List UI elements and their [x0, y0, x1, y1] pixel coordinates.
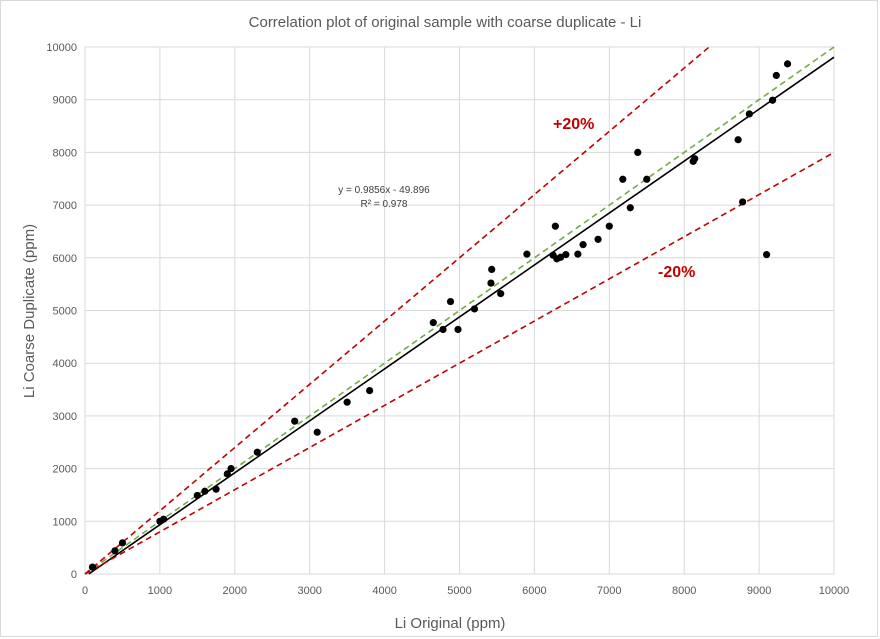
data-point	[626, 204, 634, 212]
data-point	[470, 305, 479, 313]
data-point	[446, 297, 455, 306]
data-point	[439, 325, 447, 334]
data-point	[768, 96, 777, 104]
x-tick-label: 6000	[522, 585, 546, 597]
x-tick-label: 3000	[297, 585, 321, 597]
y-tick-label: 3000	[53, 411, 77, 423]
x-axis-label: Li Original (ppm)	[395, 615, 506, 632]
data-point	[253, 448, 261, 456]
y-tick-label: 8000	[53, 147, 77, 159]
y-tick-label: 7000	[53, 200, 77, 212]
data-point	[88, 563, 97, 571]
data-point	[634, 148, 642, 156]
data-point	[605, 222, 613, 230]
data-point	[313, 428, 321, 436]
data-point	[745, 110, 753, 118]
data-point	[193, 491, 201, 500]
y-tick-label: 9000	[53, 95, 77, 107]
data-points	[88, 60, 792, 571]
data-point	[762, 251, 771, 259]
data-point	[579, 241, 587, 249]
y-axis-label: Li Coarse Duplicate (ppm)	[21, 224, 38, 398]
data-point	[488, 265, 496, 273]
y-tick-label: 5000	[53, 306, 77, 318]
x-tick-label: 10000	[819, 585, 850, 597]
data-point	[111, 547, 119, 555]
chart-title: Correlation plot of original sample with…	[249, 14, 642, 31]
data-point	[454, 325, 462, 334]
data-point	[160, 515, 168, 523]
data-point	[212, 485, 220, 493]
plus-20-percent-label: +20%	[553, 116, 594, 133]
data-point	[783, 60, 792, 68]
x-tick-label: 1000	[148, 585, 172, 597]
trendline-equation: y = 0.9856x - 49.896	[338, 185, 430, 196]
trendline-r-squared: R² = 0.978	[361, 199, 408, 210]
y-axis-tick-labels: 0 1000 2000 3000 4000 5000 6000 7000 8000 9000 100…	[46, 42, 77, 581]
data-point	[487, 279, 495, 287]
x-tick-label: 2000	[223, 585, 247, 597]
data-point	[619, 175, 627, 183]
data-point	[551, 222, 559, 230]
x-tick-label: 0	[82, 585, 88, 597]
data-point	[497, 290, 505, 298]
one-to-one-line	[84, 46, 835, 575]
x-tick-label: 5000	[447, 585, 471, 597]
minus-20-percent-line	[84, 151, 835, 575]
data-point	[594, 235, 602, 243]
plot-area-border	[84, 46, 835, 575]
y-tick-label: 10000	[46, 42, 77, 54]
x-tick-label: 9000	[747, 585, 771, 597]
x-axis-tick-labels: 0 1000 2000 3000 4000 5000 6000 7000 8000 9000 100…	[82, 585, 849, 597]
y-tick-label: 4000	[53, 358, 77, 370]
plus-20-percent-line	[84, 46, 710, 575]
data-point	[343, 398, 351, 406]
data-point	[118, 539, 127, 547]
data-point	[523, 250, 531, 258]
data-point	[201, 487, 209, 495]
y-tick-label: 6000	[53, 253, 77, 265]
data-point	[291, 417, 299, 425]
data-point	[691, 155, 699, 163]
data-point	[574, 250, 582, 258]
data-point	[734, 136, 742, 144]
data-point	[772, 71, 780, 80]
data-point	[429, 319, 437, 327]
x-tick-label: 8000	[672, 585, 696, 597]
y-tick-label: 2000	[53, 464, 77, 476]
minus-20-percent-label: -20%	[658, 264, 695, 281]
y-tick-label: 0	[71, 569, 77, 581]
x-tick-label: 4000	[372, 585, 396, 597]
y-tick-label: 1000	[53, 516, 77, 528]
data-point	[739, 198, 747, 206]
data-point	[223, 470, 231, 478]
data-point	[562, 251, 570, 259]
x-tick-label: 7000	[597, 585, 621, 597]
data-point	[227, 465, 235, 473]
data-point	[366, 387, 374, 395]
data-point	[643, 175, 651, 183]
